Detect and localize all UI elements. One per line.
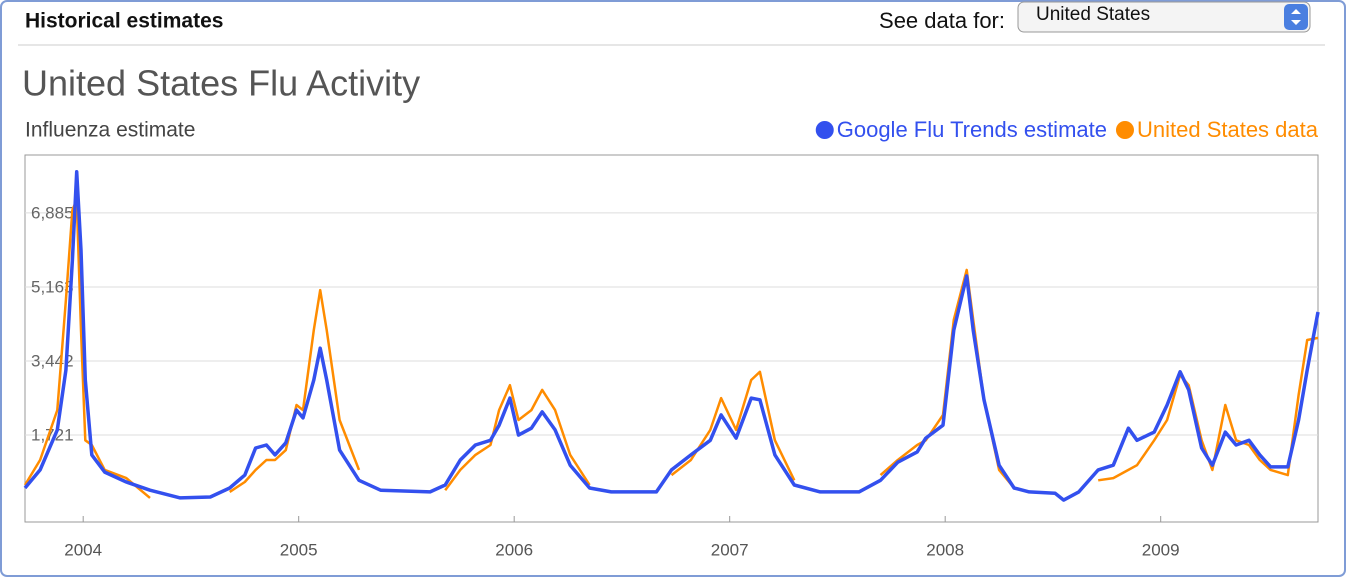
header-title: Historical estimates [25,10,223,33]
select-arrows [1284,4,1308,30]
select-box [1017,1,1311,33]
select-value: United States [1036,4,1150,25]
y-tick-label: 6,885 [31,203,74,222]
series-line [23,198,1319,499]
legend-label: Google Flu Trends estimate [837,117,1107,142]
x-tick-label: 2009 [1142,540,1180,559]
see-data-label: See data for: [879,8,1005,33]
plot-area [24,154,1319,523]
chart-title: United States Flu Activity [22,63,420,104]
arrow-icon [1291,9,1301,25]
region-select[interactable]: United States [1017,1,1311,33]
y-axis-label: Influenza estimate [25,119,195,142]
x-tick-label: 2006 [495,540,533,559]
x-tick-label: 2008 [926,540,964,559]
legend-swatch [815,121,834,139]
series-line [23,170,1320,502]
x-tick-label: 2007 [711,540,749,559]
y-tick-label: 5,163 [31,277,74,296]
y-tick-label: 3,442 [31,351,74,370]
y-tick-label: 1,721 [31,426,74,445]
x-tick-label: 2005 [280,540,318,559]
legend-swatch [1115,121,1134,139]
x-tick-label: 2004 [64,540,102,559]
legend-label: United States data [1137,117,1319,142]
